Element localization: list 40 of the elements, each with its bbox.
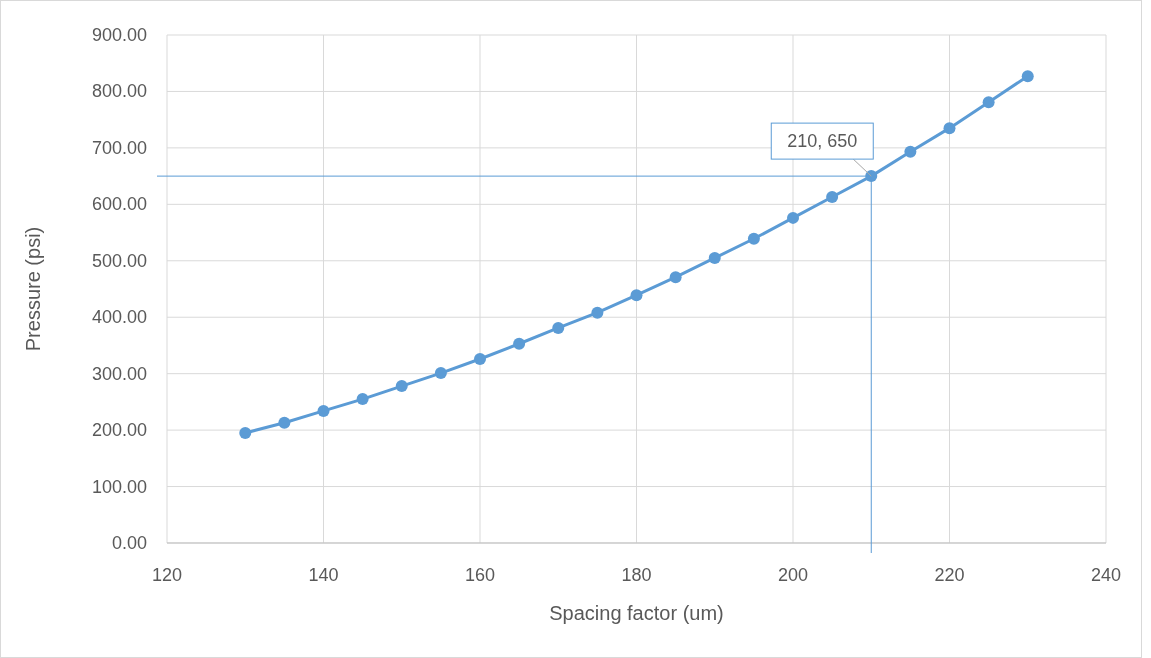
point xyxy=(317,404,330,417)
point xyxy=(708,251,721,264)
x-tick-label: 240 xyxy=(1090,565,1122,585)
point xyxy=(278,416,291,429)
y-tick-label: 400.00 xyxy=(91,307,147,328)
point xyxy=(474,352,486,365)
point xyxy=(787,211,799,224)
point xyxy=(982,96,995,109)
y-tick-label: 700.00 xyxy=(91,137,147,158)
point xyxy=(434,367,447,380)
x-tick-label: 120 xyxy=(151,565,183,585)
point xyxy=(239,426,252,439)
y-tick-label: 200.00 xyxy=(91,420,147,441)
y-tick-label: 100.00 xyxy=(91,476,147,497)
point xyxy=(1021,70,1034,83)
y-tick-label: 800.00 xyxy=(91,81,147,102)
point xyxy=(395,380,408,393)
x-tick-label: 140 xyxy=(308,565,339,585)
point xyxy=(513,337,526,350)
point xyxy=(630,289,643,302)
y-tick-label: 0.00 xyxy=(111,533,147,553)
point xyxy=(943,122,956,135)
x-tick-label: 180 xyxy=(621,565,652,585)
x-axis-title: Spacing factor (um) xyxy=(549,602,724,624)
y-tick-label: 900.00 xyxy=(91,25,147,45)
point xyxy=(591,306,604,319)
y-tick-label: 600.00 xyxy=(91,194,147,215)
point xyxy=(747,232,760,245)
annotation: 210, 650 xyxy=(787,131,858,152)
point xyxy=(669,271,682,284)
point xyxy=(552,321,565,334)
point xyxy=(826,191,839,203)
x-tick-label: 220 xyxy=(934,565,965,585)
y-axis-title: Pressure (psi) xyxy=(22,226,44,352)
point xyxy=(904,145,917,158)
point xyxy=(356,393,369,406)
y-tick-label: 300.00 xyxy=(91,363,147,384)
x-tick-label: 200 xyxy=(777,565,809,585)
y-tick-label: 500.00 xyxy=(91,250,147,271)
x-tick-label: 160 xyxy=(464,565,496,585)
